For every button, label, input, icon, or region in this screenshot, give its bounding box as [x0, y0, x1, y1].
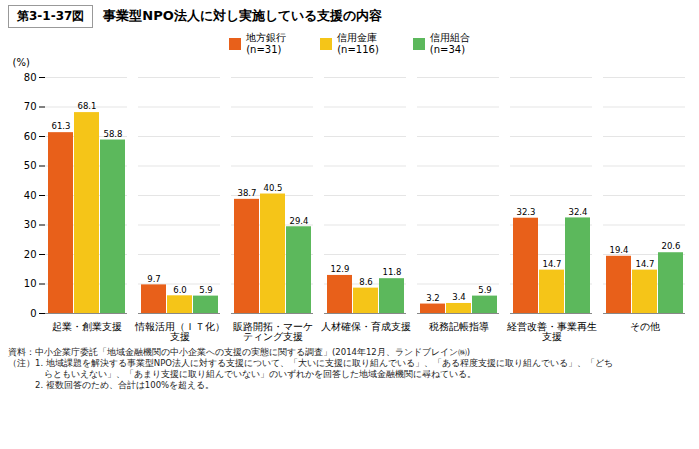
html-text:資料：中小企業庁委託「地域金融機関の中小企業への支援の実態に: 資料：中小企業庁委託「地域金融機関の中小企業への支援の実態に関する調査」(201…	[8, 347, 471, 357]
svg-text:70: 70	[24, 101, 37, 112]
html-text:第3-1-37図: 第3-1-37図	[17, 8, 85, 23]
svg-text:80: 80	[24, 72, 37, 83]
svg-text:40.5: 40.5	[264, 183, 283, 193]
svg-text:14.7: 14.7	[543, 259, 562, 269]
svg-text:11.8: 11.8	[383, 267, 402, 277]
svg-text:8.6: 8.6	[359, 277, 373, 287]
svg-text:40: 40	[24, 190, 37, 201]
svg-text:経営改善・事業再生支援: 経営改善・事業再生支援	[506, 321, 597, 342]
svg-text:10: 10	[24, 278, 37, 289]
svg-text:58.8: 58.8	[104, 129, 123, 139]
svg-text:60: 60	[24, 131, 37, 142]
html-text:2. 複数回答のため、合計は100%を超える。: 2. 複数回答のため、合計は100%を超える。	[8, 380, 215, 391]
svg-text:6.0: 6.0	[173, 285, 187, 295]
svg-text:30: 30	[24, 219, 37, 230]
svg-text:9.7: 9.7	[147, 274, 161, 284]
svg-text:32.4: 32.4	[569, 207, 588, 217]
svg-text:販路開拓・マーケティング支援: 販路開拓・マーケティング支援	[233, 321, 313, 342]
svg-text:68.1: 68.1	[78, 101, 97, 111]
svg-text:(%): (%)	[13, 57, 30, 68]
html-text:信用金庫 (n=116): 信用金庫 (n=116)	[337, 32, 379, 55]
svg-text:5.9: 5.9	[199, 285, 213, 295]
html-text:地方銀行 (n=31): 地方銀行 (n=31)	[246, 32, 287, 55]
svg-text:人材確保・育成支援: 人材確保・育成支援	[321, 321, 411, 332]
svg-text:32.3: 32.3	[517, 207, 536, 217]
svg-text:19.4: 19.4	[610, 245, 629, 255]
svg-text:0: 0	[30, 308, 36, 319]
html-text:信用組合 (n=34): 信用組合 (n=34)	[429, 32, 470, 55]
svg-text:20: 20	[24, 249, 37, 260]
svg-text:5.9: 5.9	[478, 285, 492, 295]
svg-text:その他: その他	[630, 321, 660, 332]
svg-text:50: 50	[24, 160, 37, 171]
svg-text:税務記帳指導: 税務記帳指導	[429, 321, 489, 332]
svg-text:起業・創業支援: 起業・創業支援	[52, 321, 122, 332]
svg-text:61.3: 61.3	[52, 121, 71, 131]
svg-text:情報活用（ＩＴ化）支援: 情報活用（ＩＴ化）支援	[134, 321, 225, 342]
svg-text:29.4: 29.4	[290, 215, 309, 225]
html-text:（注）1. 地域課題を解決する事業型NPO法人に対する支援に: （注）1. 地域課題を解決する事業型NPO法人に対する支援について、「大いに支援…	[8, 358, 613, 368]
html-text:事業型NPO法人に対し実施している支援の内容: 事業型NPO法人に対し実施している支援の内容	[103, 8, 382, 23]
svg-text:20.6: 20.6	[662, 241, 681, 251]
html-text:らともいえない」、「あまり支援に取り組んでいない」のいずれか: らともいえない」、「あまり支援に取り組んでいない」のいずれかを回答した地域金融機…	[8, 369, 476, 380]
svg-text:14.7: 14.7	[636, 259, 655, 269]
svg-text:38.7: 38.7	[238, 188, 257, 198]
svg-text:12.9: 12.9	[331, 264, 350, 274]
svg-text:3.2: 3.2	[426, 293, 440, 303]
svg-text:3.4: 3.4	[452, 292, 466, 302]
